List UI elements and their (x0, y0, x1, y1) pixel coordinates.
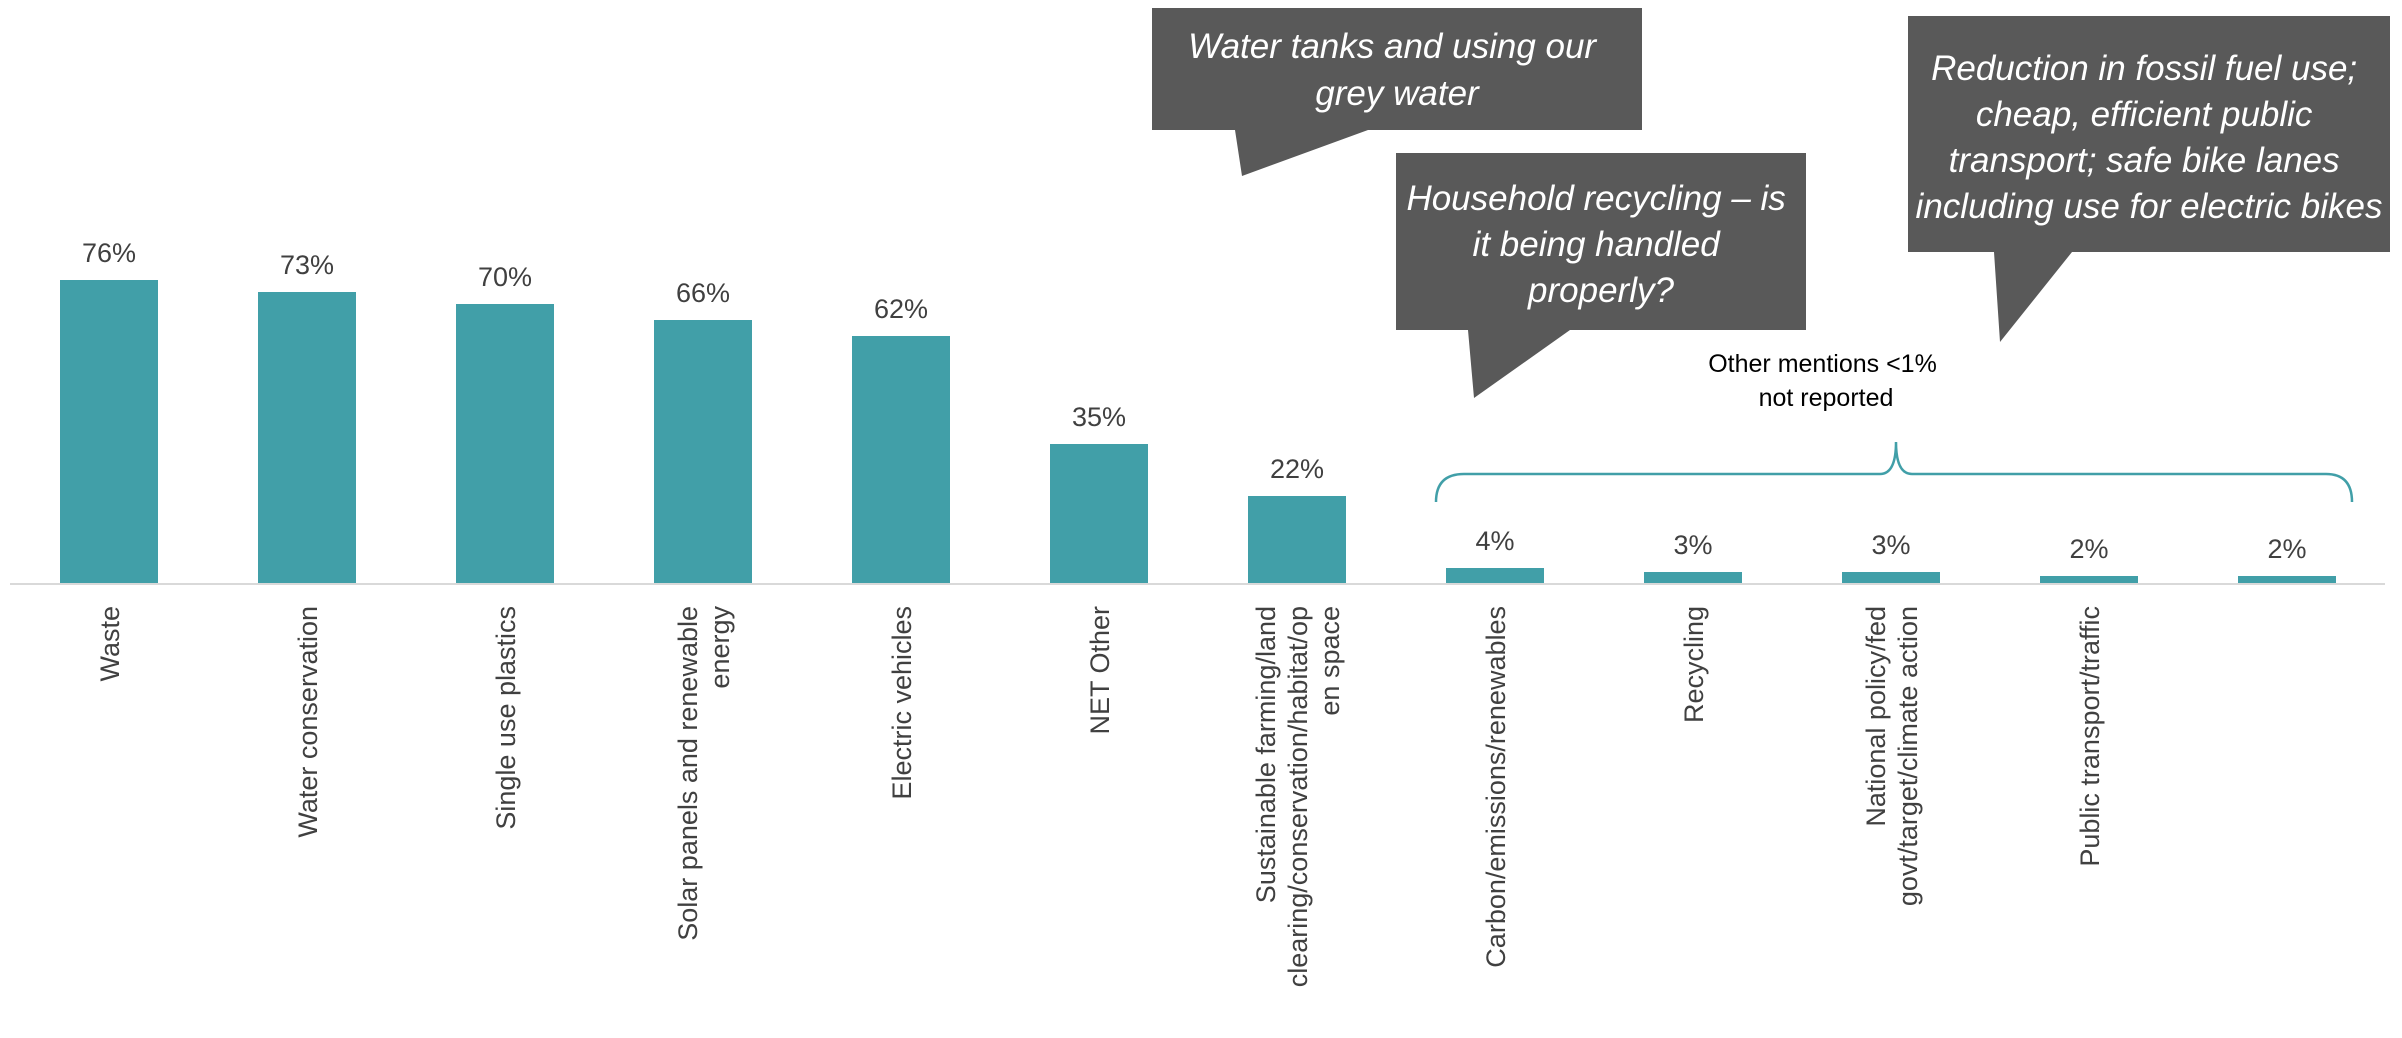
callout-water-tanks-text: Water tanks and using our grey water (1188, 27, 1606, 113)
value-label-1: 73% (280, 250, 334, 280)
callout-household-recycling-line-3: properly? (1527, 271, 1674, 310)
callout-household-recycling: Household recycling – is it being handle… (1396, 153, 1806, 398)
category-label-9-line-0: National policy/fed (1861, 606, 1891, 827)
callout-fossil-fuel-line-3: transport; safe bike lanes (1949, 141, 2340, 180)
callout-water-tanks-line-2: grey water (1315, 74, 1480, 113)
callout-fossil-fuel-text: Reduction in fossil fuel use; cheap, eff… (1916, 49, 2383, 226)
callout-household-recycling-text: Household recycling – is it being handle… (1406, 179, 1795, 310)
callout-water-tanks-line-1: Water tanks and using our (1188, 27, 1597, 66)
category-label-5-line-0: NET Other (1085, 606, 1115, 735)
value-label-3: 66% (676, 278, 730, 308)
bar-9 (1842, 572, 1940, 584)
category-label-9-line-1: govt/target/climate action (1893, 606, 1923, 906)
category-label-10: Public transport/traffic (2075, 606, 2105, 867)
category-label-7-line-0: Carbon/emissions/renewables (1481, 606, 1511, 968)
category-label-3-line-1: energy (705, 606, 735, 689)
bar-6 (1248, 496, 1346, 584)
callout-water-tanks-bubble (1152, 8, 1642, 176)
callout-household-recycling-line-2: it being handled (1473, 225, 1722, 264)
value-label-0: 76% (82, 238, 136, 268)
callout-fossil-fuel-line-4: including use for electric bikes (1916, 187, 2383, 226)
category-label-8-line-0: Recycling (1679, 606, 1709, 723)
callout-fossil-fuel: Reduction in fossil fuel use; cheap, eff… (1908, 16, 2390, 342)
bar-7 (1446, 568, 1544, 584)
category-label-7: Carbon/emissions/renewables (1481, 606, 1511, 968)
bar-10 (2040, 576, 2138, 584)
category-label-5: NET Other (1085, 606, 1115, 735)
other-mentions-bracket (1434, 441, 2354, 503)
category-label-2: Single use plastics (491, 606, 521, 830)
callout-fossil-fuel-line-1: Reduction in fossil fuel use; (1931, 49, 2357, 88)
value-label-6: 22% (1270, 454, 1324, 484)
bar-8 (1644, 572, 1742, 584)
callout-household-recycling-bubble (1396, 153, 1806, 398)
value-labels-group: 76% 73% 70% 66% 62% 35% 22% 4% 3% 3% 2% 2% (82, 238, 2307, 564)
other-mentions-note: Other mentions <1% not reported (1708, 350, 1944, 412)
value-label-8: 3% (1673, 530, 1712, 560)
category-label-10-line-0: Public transport/traffic (2075, 606, 2105, 867)
category-label-4: Electric vehicles (887, 606, 917, 800)
category-label-6-line-0: Sustainable farming/land (1251, 606, 1281, 903)
callout-household-recycling-line-1: Household recycling – is (1406, 179, 1785, 218)
category-label-2-line-0: Single use plastics (491, 606, 521, 830)
value-label-7: 4% (1475, 526, 1514, 556)
category-label-3-line-0: Solar panels and renewable (673, 606, 703, 941)
bars-group (60, 280, 2336, 584)
bar-11 (2238, 576, 2336, 584)
category-label-0-line-0: Waste (95, 606, 125, 682)
category-label-1: Water conservation (293, 606, 323, 838)
bar-2 (456, 304, 554, 584)
value-label-5: 35% (1072, 402, 1126, 432)
value-label-2: 70% (478, 262, 532, 292)
bar-0 (60, 280, 158, 584)
category-label-6-line-2: en space (1315, 606, 1345, 716)
category-label-1-line-0: Water conservation (293, 606, 323, 838)
callout-fossil-fuel-line-2: cheap, efficient public (1976, 95, 2313, 134)
value-label-10: 2% (2069, 534, 2108, 564)
category-label-9: National policy/fed govt/target/climate a… (1861, 606, 1923, 906)
value-label-11: 2% (2267, 534, 2306, 564)
bar-4 (852, 336, 950, 584)
category-label-0: Waste (95, 606, 125, 682)
value-label-4: 62% (874, 294, 928, 324)
bar-5 (1050, 444, 1148, 584)
bar-1 (258, 292, 356, 584)
note-line-2: not reported (1759, 384, 1894, 412)
callout-fossil-fuel-bubble (1908, 16, 2390, 342)
category-label-6: Sustainable farming/land clearing/conserv… (1251, 606, 1345, 987)
category-label-6-line-1: clearing/conservation/habitat/op (1283, 606, 1313, 987)
value-label-9: 3% (1871, 530, 1910, 560)
category-label-8: Recycling (1679, 606, 1709, 723)
category-label-3: Solar panels and renewable energy (673, 606, 735, 941)
note-line-1: Other mentions <1% (1708, 350, 1937, 378)
category-labels-group: Waste Water conservation Single use plasti… (95, 606, 2105, 988)
bar-3 (654, 320, 752, 584)
callout-water-tanks: Water tanks and using our grey water (1152, 8, 1642, 176)
category-label-4-line-0: Electric vehicles (887, 606, 917, 800)
